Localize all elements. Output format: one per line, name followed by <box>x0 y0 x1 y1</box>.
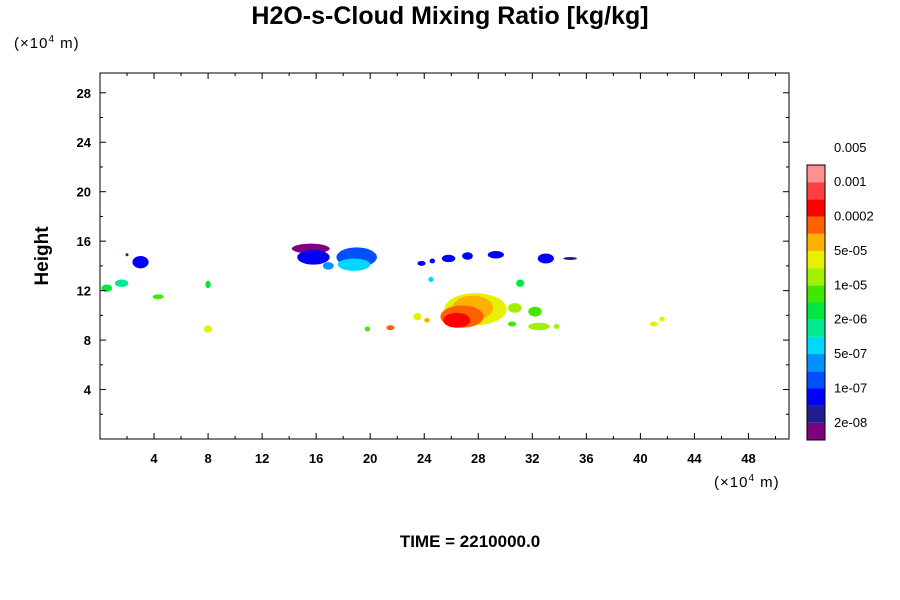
cloud-region <box>101 284 113 292</box>
cloud-region <box>659 316 665 322</box>
x-tick-label: 12 <box>255 451 269 466</box>
x-tick-label: 28 <box>471 451 485 466</box>
y-unit-exponent: 4 <box>48 34 56 45</box>
colorbar-swatch <box>807 268 825 286</box>
colorbar-swatch <box>807 182 825 200</box>
colorbar-label: 5e-05 <box>834 243 867 258</box>
cloud-region <box>528 322 550 331</box>
cloud-region <box>537 253 554 264</box>
x-tick-label: 24 <box>417 451 432 466</box>
cloud-region <box>507 321 517 327</box>
x-tick-label: 4 <box>150 451 158 466</box>
x-axis-unit: (×104 m) <box>714 473 780 491</box>
colorbar-swatch <box>807 165 825 183</box>
x-tick-label: 16 <box>309 451 323 466</box>
colorbar-swatch <box>807 422 825 440</box>
time-label: TIME = 2210000.0 <box>399 532 541 551</box>
colorbar: 2e-08 1e-07 5e-07 2e-06 1e-05 5e-05 0.0002 0.00… <box>806 140 874 441</box>
colorbar-label: 0.0002 <box>834 209 874 224</box>
cloud-region <box>441 254 456 263</box>
x-unit-base: (×10 <box>714 474 749 491</box>
cloud-region <box>443 312 471 328</box>
y-tick-label: 28 <box>77 86 91 101</box>
chart-title: H2O-s-Cloud Mixing Ratio [kg/kg] <box>251 2 649 30</box>
colorbar-label: 2e-08 <box>834 415 867 430</box>
y-tick-label: 20 <box>77 185 91 200</box>
colorbar-swatch <box>807 319 825 337</box>
colorbar-swatch <box>807 354 825 372</box>
y-tick-label: 12 <box>77 284 91 299</box>
y-unit-tail: m) <box>55 35 80 52</box>
cloud-region <box>417 260 426 266</box>
cloud-region <box>428 277 434 282</box>
cloud-region <box>563 256 577 260</box>
x-tick-label: 48 <box>741 451 755 466</box>
colorbar-label: 1e-07 <box>834 380 867 395</box>
colorbar-swatch <box>807 250 825 269</box>
cloud-region <box>152 294 164 300</box>
cloud-region <box>364 326 371 332</box>
cloud-region <box>429 258 436 264</box>
x-tick-label: 32 <box>525 451 539 466</box>
colorbar-label: 2e-06 <box>834 312 867 327</box>
colorbar-swatch <box>807 285 825 303</box>
cloud-field <box>101 243 665 333</box>
colorbar-label: 1e-05 <box>834 277 867 292</box>
cloud-region <box>424 317 430 323</box>
y-tick-label: 24 <box>77 135 92 150</box>
cloud-region <box>649 321 658 327</box>
y-tick-label: 4 <box>84 383 92 398</box>
y-unit-base: (×10 <box>14 35 49 52</box>
colorbar-swatch <box>807 405 825 423</box>
colorbar-label: 0.001 <box>834 174 867 189</box>
cloud-region <box>114 279 129 287</box>
x-tick-label: 44 <box>687 451 702 466</box>
cloud-region <box>487 251 504 259</box>
cloud-region <box>553 324 560 329</box>
cloud-region <box>132 256 149 269</box>
cloud-region <box>125 253 129 257</box>
colorbar-swatch <box>807 302 825 320</box>
cloud-region <box>413 312 422 321</box>
plot-frame <box>99 72 790 440</box>
colorbar-swatch <box>807 371 825 389</box>
cloud-region <box>462 252 473 260</box>
cloud-region <box>322 262 334 270</box>
x-tick-label: 40 <box>633 451 647 466</box>
x-unit-tail: m) <box>755 474 780 491</box>
colorbar-swatch <box>807 199 825 217</box>
cloud-region <box>516 279 525 287</box>
x-tick-label: 20 <box>363 451 377 466</box>
x-tick-label: 8 <box>204 451 211 466</box>
colorbar-label: 0.005 <box>834 140 867 155</box>
colorbar-swatch <box>807 233 825 251</box>
cloud-region <box>205 280 211 289</box>
colorbar-label: 5e-07 <box>834 346 867 361</box>
cloud-region <box>337 258 371 271</box>
x-tick-label: 36 <box>579 451 593 466</box>
cloud-region <box>204 325 213 333</box>
colorbar-swatch <box>807 336 825 355</box>
y-axis-unit: (×104 m) <box>14 34 80 52</box>
y-axis-label: Height <box>32 226 53 286</box>
y-tick-label: 16 <box>77 234 91 249</box>
cloud-region <box>528 306 542 317</box>
x-unit-exponent: 4 <box>748 473 756 484</box>
y-tick-label: 8 <box>84 333 91 348</box>
colorbar-swatch <box>807 388 825 406</box>
cloud-region <box>507 302 522 313</box>
cloud-region <box>297 249 330 265</box>
colorbar-frame <box>806 164 826 441</box>
colorbar-swatch <box>807 216 825 234</box>
cloud-region <box>386 325 395 331</box>
